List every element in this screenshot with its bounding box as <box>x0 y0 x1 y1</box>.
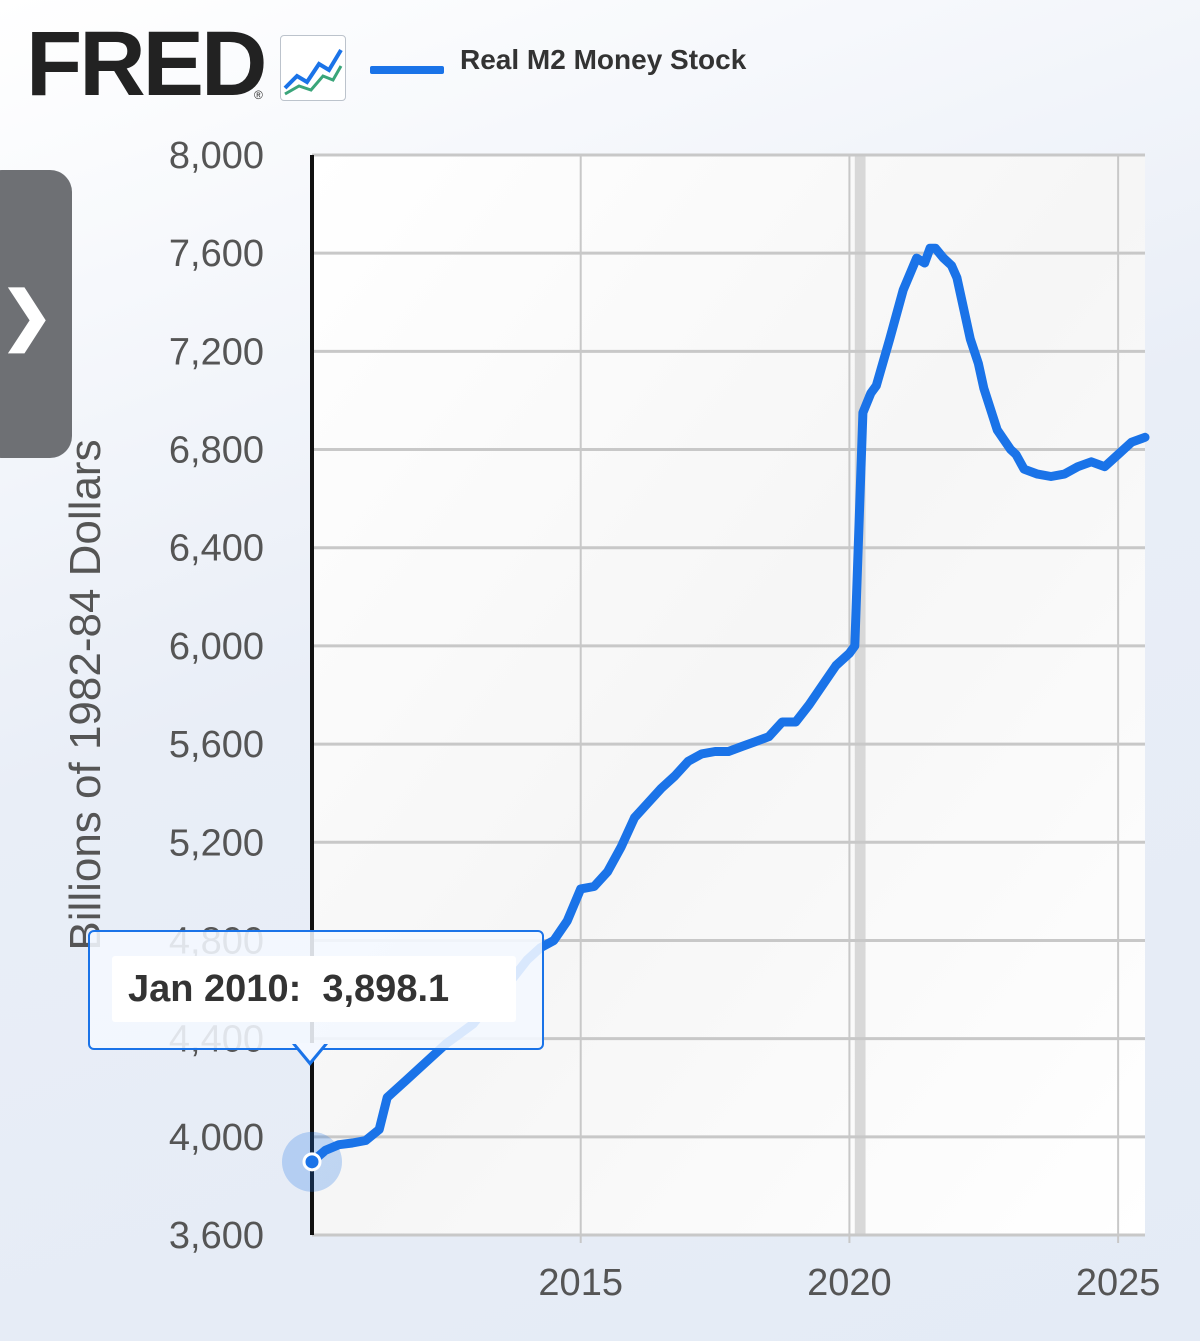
y-tick-label: 5,600 <box>169 724 264 766</box>
y-axis-ticks: 3,6004,0004,4004,8005,2005,6006,0006,400… <box>169 135 264 1257</box>
tooltip-background <box>112 956 516 1022</box>
chevron-right-icon: ❯ <box>0 279 54 351</box>
x-axis-ticks: 2015 2020 2025 <box>538 1262 1160 1304</box>
y-tick-label: 6,000 <box>169 626 264 668</box>
y-tick-label: 5,200 <box>169 822 264 864</box>
y-tick-label: 7,200 <box>169 331 264 373</box>
y-axis-label: Billions of 1982-84 Dollars <box>61 439 110 950</box>
y-tick-label: 3,600 <box>169 1215 264 1257</box>
recession-shade <box>854 155 866 1235</box>
fred-logo[interactable]: FRED <box>26 13 267 115</box>
chart-header: FRED ® Real M2 Money Stock <box>0 0 1200 120</box>
y-tick-label: 6,400 <box>169 528 264 570</box>
grid-lines <box>312 153 1145 1243</box>
x-tick-label: 2025 <box>1076 1262 1161 1304</box>
tooltip-pointer-fill <box>295 1043 325 1061</box>
hover-point[interactable] <box>302 1152 322 1172</box>
y-tick-label: 4,000 <box>169 1117 264 1159</box>
legend-label[interactable]: Real M2 Money Stock <box>460 44 747 75</box>
side-panel-toggle-button[interactable]: ❯ <box>0 170 72 458</box>
x-tick-label: 2015 <box>538 1262 623 1304</box>
y-tick-label: 7,600 <box>169 233 264 275</box>
x-tick-label: 2020 <box>807 1262 892 1304</box>
registered-mark: ® <box>254 88 263 102</box>
tooltip-value: 3,898.1 <box>322 968 450 1010</box>
y-tick-label: 6,800 <box>169 430 264 472</box>
legend-swatch <box>370 66 444 74</box>
y-tick-label: 8,000 <box>169 135 264 177</box>
data-tooltip: Jan 2010: 3,898.1 <box>88 930 544 1050</box>
tooltip-text: Jan 2010: 3,898.1 <box>128 968 449 1011</box>
line-chart-icon <box>280 35 346 101</box>
tooltip-date: Jan 2010: <box>128 968 302 1010</box>
plot-background <box>312 155 1145 1235</box>
recession-band <box>854 155 866 1235</box>
